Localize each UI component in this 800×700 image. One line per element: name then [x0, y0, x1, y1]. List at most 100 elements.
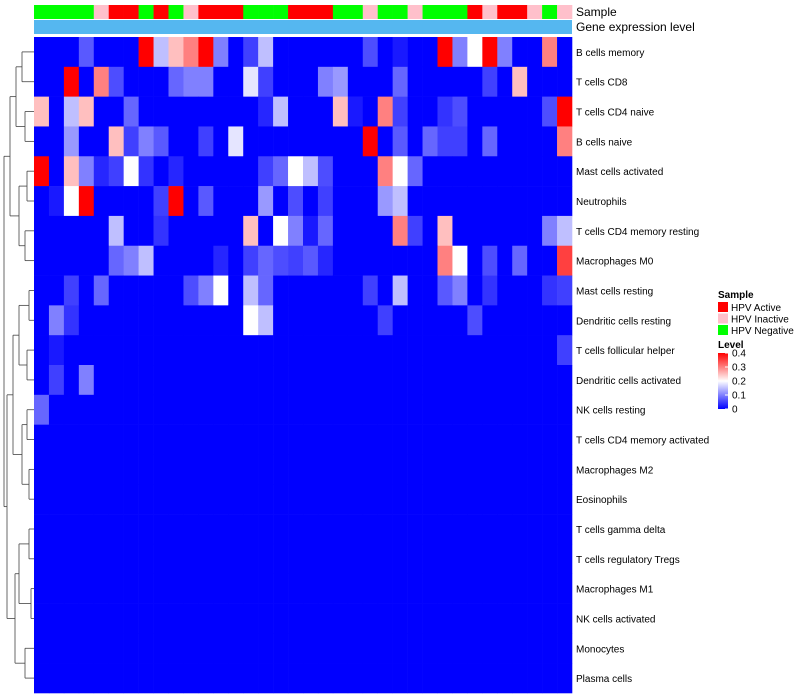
heatmap-cell	[437, 335, 453, 366]
heatmap-cell	[437, 394, 453, 425]
heatmap-cell	[347, 305, 364, 336]
heatmap-cell	[63, 37, 80, 68]
heatmap-cell	[452, 305, 468, 336]
heatmap-cell	[153, 543, 169, 575]
heatmap-cell	[153, 245, 169, 276]
heatmap-cell	[138, 215, 154, 247]
heatmap-cell	[34, 156, 50, 187]
row-label: Macrophages M0	[576, 257, 654, 268]
sample-cell	[482, 5, 498, 19]
heatmap-cell	[512, 365, 528, 396]
row-label: NK cells resting	[576, 406, 645, 417]
heatmap-cell	[557, 245, 573, 276]
heatmap-cell	[557, 454, 573, 485]
heatmap-cell	[542, 156, 558, 187]
heatmap-cell	[332, 365, 349, 396]
heatmap-cell	[183, 603, 199, 634]
heatmap-cell	[527, 245, 543, 276]
heatmap-cell	[527, 215, 543, 247]
heatmap-cell	[168, 215, 184, 247]
heatmap-cell	[78, 424, 95, 455]
heatmap-cell	[407, 186, 423, 217]
heatmap-cell	[93, 573, 110, 604]
heatmap-cell	[153, 186, 169, 217]
heatmap-cell	[332, 126, 349, 157]
heatmap-cell	[482, 424, 498, 455]
heatmap-cell	[317, 573, 334, 604]
heatmap-cell	[407, 335, 423, 366]
heatmap-cell	[108, 245, 124, 276]
heatmap-cell	[138, 484, 154, 515]
heatmap-cell	[123, 275, 139, 306]
heatmap-cell	[198, 484, 214, 515]
heatmap-cell	[34, 573, 50, 604]
heatmap-cell	[183, 543, 199, 575]
heatmap-cell	[168, 424, 184, 455]
heatmap-cell	[258, 543, 274, 575]
heatmap-cell	[452, 186, 468, 217]
heatmap-cell	[527, 156, 543, 187]
heatmap-cell	[347, 245, 364, 276]
heatmap-cell	[288, 543, 304, 575]
heatmap-cell	[138, 245, 154, 276]
heatmap-cell	[557, 96, 573, 127]
heatmap-cell	[362, 633, 379, 664]
heatmap-cell	[422, 37, 438, 68]
heatmap-cell	[422, 633, 438, 664]
heatmap-cell	[213, 156, 229, 187]
sample-cell	[317, 5, 334, 19]
heatmap-cell	[78, 663, 95, 694]
heatmap-cell	[407, 543, 423, 575]
heatmap-cell	[153, 156, 169, 187]
heatmap-cell	[542, 96, 558, 127]
heatmap-cell	[198, 37, 214, 68]
heatmap-cell	[303, 633, 319, 664]
heatmap-cell	[332, 96, 349, 127]
heatmap-cell	[392, 245, 408, 276]
heatmap-cell	[303, 66, 319, 97]
heatmap-cell	[34, 633, 50, 664]
heatmap-cell	[273, 275, 289, 306]
heatmap-cell	[467, 275, 483, 306]
sample-cell	[228, 5, 244, 19]
heatmap-cell	[273, 514, 289, 545]
heatmap-cell	[452, 37, 468, 68]
heatmap-cell	[317, 424, 334, 455]
heatmap-cell	[497, 573, 513, 604]
sample-cell	[467, 5, 483, 19]
heatmap-cell	[108, 215, 124, 247]
level-tick-label: 0	[732, 405, 738, 416]
heatmap-cell	[362, 335, 379, 366]
heatmap-cell	[407, 454, 423, 485]
heatmap-cell	[467, 156, 483, 187]
heatmap-cell	[78, 215, 95, 247]
heatmap-cell	[422, 573, 438, 604]
heatmap-cell	[542, 573, 558, 604]
heatmap-cell	[467, 394, 483, 425]
sample-cell	[108, 5, 124, 19]
heatmap-cell	[123, 245, 139, 276]
sample-cell	[78, 5, 95, 19]
sample-cell	[362, 5, 379, 19]
heatmap-cell	[48, 156, 65, 187]
heatmap-cell	[288, 335, 304, 366]
heatmap-cell	[228, 663, 244, 694]
heatmap-cell	[273, 215, 289, 247]
heatmap-cell	[93, 186, 110, 217]
heatmap-cell	[482, 96, 498, 127]
heatmap-cell	[108, 275, 124, 306]
heatmap-cell	[317, 365, 334, 396]
heatmap-cell	[482, 365, 498, 396]
heatmap-cell	[467, 365, 483, 396]
heatmap-cell	[243, 335, 259, 366]
sample-cell	[213, 5, 229, 19]
heatmap-cell	[108, 305, 124, 336]
heatmap-cell	[288, 514, 304, 545]
heatmap-cell	[527, 37, 543, 68]
heatmap-cell	[138, 365, 154, 396]
level-tick-label: 0.1	[732, 391, 746, 402]
heatmap-cell	[377, 66, 393, 97]
heatmap-cell	[273, 424, 289, 455]
heatmap-cell	[78, 37, 95, 68]
heatmap-cell	[362, 66, 379, 97]
